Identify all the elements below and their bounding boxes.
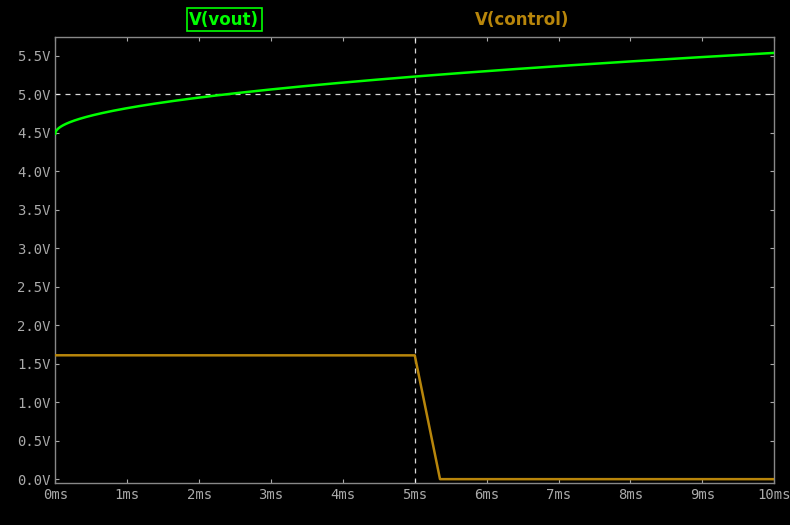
Text: V(vout): V(vout) [190, 10, 259, 29]
Text: V(control): V(control) [476, 10, 570, 29]
